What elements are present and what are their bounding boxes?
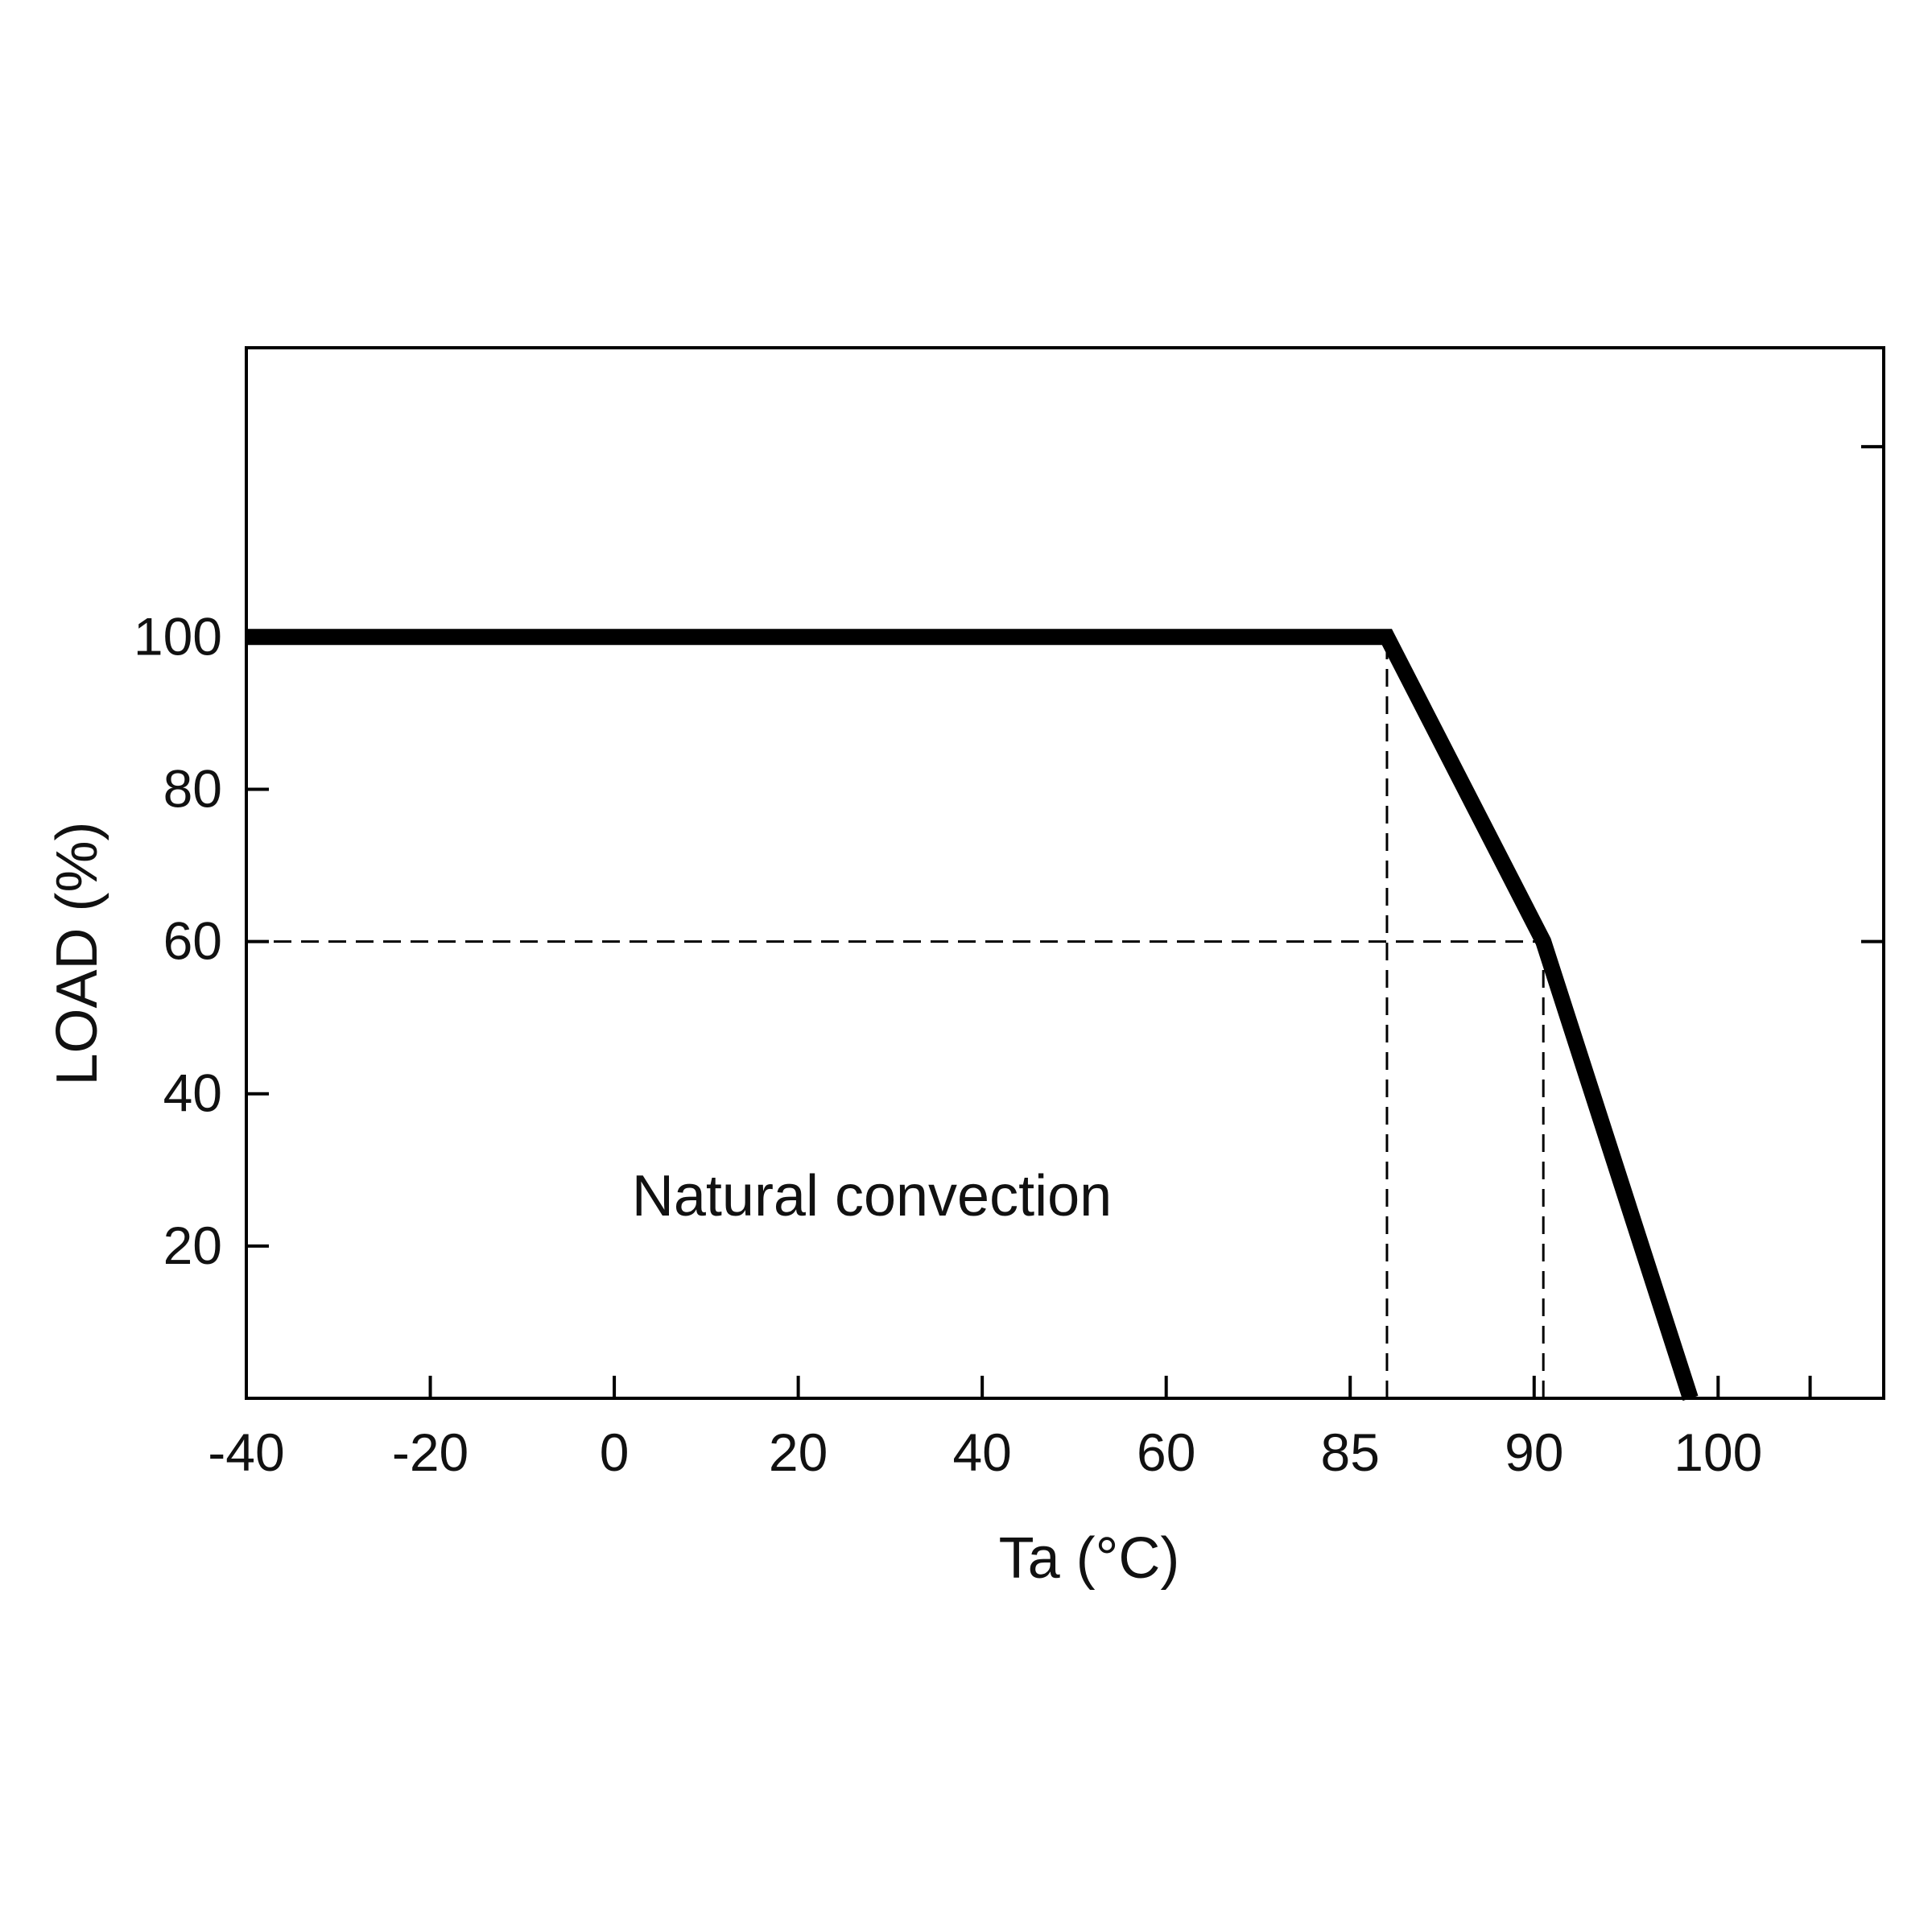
annotations: Natural convection	[632, 1164, 1112, 1228]
x-tick-label: 40	[952, 1422, 1011, 1482]
x-tick-label: -40	[208, 1422, 284, 1482]
y-tick-label: 80	[163, 758, 222, 818]
reference-lines	[246, 637, 1545, 1398]
y-tick-label: 20	[163, 1216, 222, 1275]
x-tick-label: 90	[1505, 1422, 1563, 1482]
x-tick-label: 20	[769, 1422, 828, 1482]
y-axis-title: LOAD (%)	[45, 821, 109, 1085]
annotation-text: Natural convection	[632, 1164, 1112, 1228]
x-tick-label: 60	[1137, 1422, 1195, 1482]
tick-labels: -40 -20 0 20 40 60 85 90 100 20 40 60 80 100	[134, 606, 1763, 1482]
x-axis-title: Ta (°C)	[999, 1526, 1180, 1591]
derating-curve-line	[246, 629, 1699, 1402]
y-tick-label: 100	[134, 606, 222, 666]
plot-frame	[245, 346, 1885, 1400]
x-tick-label: 100	[1674, 1422, 1762, 1482]
axis-ticks	[246, 444, 1884, 1398]
series-layer	[246, 629, 1699, 1402]
x-tick-label: 0	[600, 1422, 630, 1482]
y-tick-label: 60	[163, 911, 222, 971]
x-tick-label: 85	[1321, 1422, 1380, 1482]
x-tick-label: -20	[392, 1422, 469, 1482]
y-tick-label: 40	[163, 1063, 222, 1123]
